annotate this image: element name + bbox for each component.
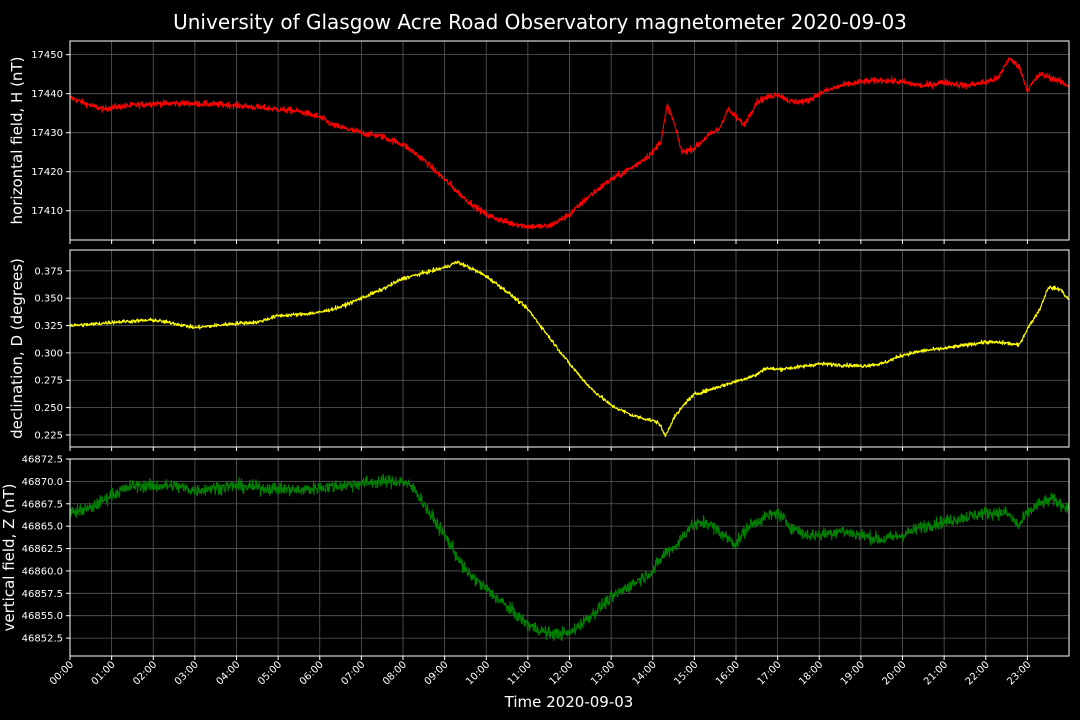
y-tick-label: 46855.0: [22, 611, 63, 622]
panel-frame: [69, 458, 1070, 657]
y-tick-label: 0.300: [34, 348, 63, 359]
panel-H: 17410 17420 17430 17440 17450 horizontal fiel…: [8, 40, 1070, 244]
series-line-Z: [69, 473, 1070, 642]
panel-D: 0.225 0.250 0.275 0.300 0.325 0.350 0.375 decli…: [8, 249, 1070, 451]
panel-frame: [69, 249, 1070, 448]
chart-title: University of Glasgow Acre Road Observat…: [173, 10, 907, 34]
y-axis-label-D: declination, D (degrees): [8, 258, 26, 439]
y-tick-label: 0.225: [34, 430, 63, 441]
y-tick-label: 46870.0: [22, 477, 63, 488]
y-tick-label: 17420: [31, 167, 63, 178]
y-tick-label: 46867.5: [22, 499, 63, 510]
y-tick-label: 0.275: [34, 376, 63, 387]
y-tick-label: 46862.5: [22, 544, 63, 555]
y-tick-label: 0.250: [34, 403, 63, 414]
y-tick-label: 0.375: [34, 266, 63, 277]
panel-frame: [69, 40, 1070, 241]
y-tick-label: 46857.5: [22, 589, 63, 600]
y-tick-label: 0.325: [34, 321, 63, 332]
y-tick-label: 46872.5: [22, 455, 63, 466]
y-tick-label: 0.350: [34, 294, 63, 305]
y-tick-label: 17450: [31, 50, 63, 61]
series-line-H: [69, 57, 1070, 230]
x-axis-label: Time 2020-09-03: [504, 693, 634, 711]
y-tick-label: 17430: [31, 128, 63, 139]
y-tick-label: 17410: [31, 206, 63, 217]
y-tick-label: 46860.0: [22, 566, 63, 577]
y-axis-label-Z: vertical field, Z (nT): [0, 483, 18, 631]
panel-Z: 46852.5 46855.0 46857.5 46860.0 46862.5 46865…: [0, 455, 1070, 660]
series-line-D: [69, 260, 1070, 438]
y-tick-label: 17440: [31, 89, 63, 100]
y-axis-label-H: horizontal field, H (nT): [8, 57, 26, 225]
y-tick-label: 46865.0: [22, 522, 63, 533]
y-tick-label: 46852.5: [22, 634, 63, 645]
